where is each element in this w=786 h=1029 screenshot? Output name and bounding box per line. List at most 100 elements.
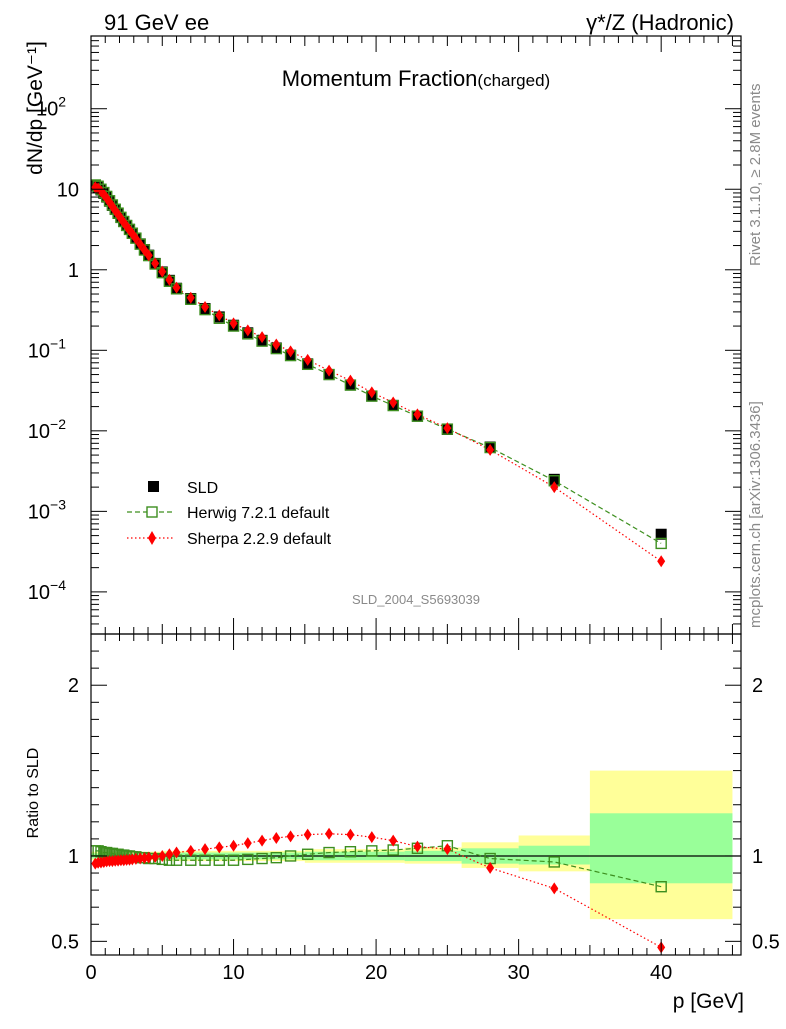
sherpa-ratio-point [165, 848, 174, 861]
sherpa-ratio-point [172, 846, 181, 859]
sherpa-data-point [229, 317, 238, 330]
sherpa-data-point [286, 345, 295, 358]
sld-data-point [548, 473, 560, 485]
y-tick-label-main: 10 [57, 179, 79, 201]
sherpa-data-point [131, 232, 140, 245]
legend: SLD Herwig 7.2.1 default Sherpa 2.2.9 de… [127, 480, 332, 548]
sherpa-data-point [272, 338, 281, 351]
sherpa-data-point [122, 220, 131, 233]
y-tick-label-main: 10−1 [28, 335, 66, 362]
x-tick-label: 10 [222, 962, 244, 984]
ratio-band-inner [518, 845, 590, 865]
herwig-ratio-point [366, 845, 378, 857]
sherpa-ratio-point [151, 850, 160, 863]
sherpa-ratio-point [272, 832, 281, 845]
y-tick-label-main: 10−2 [28, 416, 66, 443]
herwig-ratio-point [323, 846, 335, 859]
herwig-ratio-point [242, 853, 254, 866]
legend-item-herwig: Herwig 7.2.1 default [127, 505, 330, 522]
sherpa-data-point [136, 238, 145, 251]
sherpa-ratio-point [243, 837, 252, 850]
sherpa-data-point [389, 396, 398, 409]
legend-label-sherpa: Sherpa 2.2.9 default [187, 531, 332, 548]
herwig-ratio-point [284, 850, 297, 862]
sherpa-data-point [486, 443, 495, 456]
sherpa-ratio-point [144, 851, 153, 864]
y-tick-label-ratio-left: 2 [68, 675, 79, 697]
sherpa-data-point [443, 422, 452, 435]
sherpa-data-point [243, 324, 252, 337]
sherpa-data-point [258, 331, 267, 344]
header-right-label: γ*/Z (Hadronic) [586, 10, 734, 35]
sherpa-data-point [413, 408, 422, 421]
herwig-ratio-point [227, 854, 240, 866]
sherpa-ratio-point [140, 852, 149, 865]
sherpa-ratio-point [186, 844, 195, 857]
sherpa-ratio-point [286, 830, 295, 843]
main-y-axis-label: dN/dp [GeV⁻¹] [24, 41, 47, 175]
ratio-y-axis-label: Ratio to SLD [25, 748, 42, 839]
legend-item-sld: SLD [148, 480, 218, 497]
sherpa-ratio-point [486, 861, 495, 874]
main-title: Momentum Fraction(charged) [282, 66, 550, 91]
sherpa-ratio-point [346, 828, 355, 841]
sherpa-ratio-point [367, 831, 376, 844]
sherpa-ratio-point [201, 843, 210, 856]
y-tick-label-ratio-left: 1 [68, 846, 79, 868]
herwig-ratio-line [95, 845, 662, 888]
sherpa-ratio-point [303, 828, 312, 841]
sherpa-data-point [303, 353, 312, 366]
herwig-ratio-point [270, 851, 283, 864]
ratio-plot-panel: 0 10 20 30 40 0.5 0.5 1 1 2 2 Ratio to SLD p [GeV] [25, 633, 780, 1013]
sherpa-data-point [165, 273, 174, 286]
herwig-series-line [95, 184, 662, 544]
x-tick-label: 0 [85, 962, 96, 984]
legend-label-herwig: Herwig 7.2.1 default [187, 505, 330, 522]
sherpa-data-point [186, 291, 195, 304]
legend-marker-sld [148, 481, 159, 492]
sherpa-data-point [158, 265, 167, 278]
sherpa-data-point [550, 481, 559, 494]
sherpa-ratio-point [389, 834, 398, 847]
ratio-axis-ticks: 0 10 20 30 40 0.5 0.5 1 1 2 2 [51, 634, 780, 984]
herwig-data-point [655, 537, 667, 550]
sherpa-ratio-point [131, 852, 140, 865]
sherpa-ratio-point [258, 834, 267, 847]
sherpa-data-point [325, 364, 334, 377]
y-tick-label-main: 10−4 [28, 577, 66, 604]
herwig-ratio-point [199, 854, 211, 866]
y-tick-label-ratio-left: 0.5 [51, 931, 79, 953]
sherpa-ratio-point [158, 849, 167, 862]
sherpa-ratio-point [229, 839, 238, 852]
sherpa-data-point [172, 281, 181, 294]
y-tick-label-ratio-right: 2 [752, 675, 763, 697]
side-label-rivet: Rivet 3.1.10, ≥ 2.8M events [747, 84, 764, 267]
legend-marker-sherpa [148, 531, 156, 545]
sherpa-data-point [215, 309, 224, 322]
main-data-layer [91, 179, 667, 568]
header-left-label: 91 GeV ee [104, 10, 209, 35]
x-tick-label: 40 [650, 962, 672, 984]
x-tick-label: 20 [365, 962, 387, 984]
y-tick-label-main: 10−3 [28, 496, 66, 523]
sherpa-data-point [201, 300, 210, 313]
sherpa-ratio-point [413, 840, 422, 853]
herwig-ratio-point [548, 856, 560, 868]
sherpa-ratio-point [325, 827, 334, 840]
ratio-data-layer [91, 770, 741, 954]
y-tick-label-ratio-right: 1 [752, 846, 763, 868]
herwig-ratio-point [256, 852, 268, 865]
ratio-band-inner [589, 813, 733, 884]
sherpa-data-point [657, 555, 666, 568]
sherpa-data-point [346, 374, 355, 387]
ratio-plot-frame [90, 633, 742, 956]
sherpa-ratio-line [95, 833, 662, 948]
legend-item-sherpa: Sherpa 2.2.9 default [127, 531, 332, 548]
sherpa-data-point [144, 249, 153, 262]
legend-marker-herwig [146, 506, 158, 518]
sherpa-data-point [151, 257, 160, 270]
y-tick-label-ratio-right: 0.5 [752, 931, 780, 953]
